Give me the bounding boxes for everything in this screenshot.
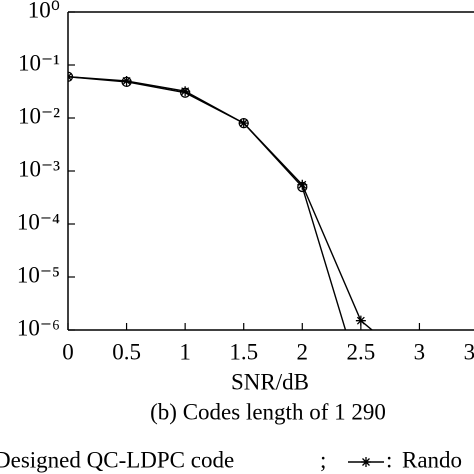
x-tick-label: 2	[297, 339, 309, 364]
legend-label: Rando	[402, 447, 462, 472]
x-tick-label: 1.5	[229, 339, 258, 364]
marker	[68, 71, 73, 82]
marker	[414, 364, 424, 374]
y-tick-label: 10⁻²	[18, 103, 60, 128]
y-tick-label: 10⁻⁵	[17, 262, 60, 287]
marker	[180, 86, 191, 97]
y-tick-label: 10⁻⁴	[17, 209, 60, 234]
y-tick-label: 10⁻³	[18, 156, 60, 181]
marker	[356, 376, 365, 385]
series-line	[68, 76, 347, 330]
marker	[361, 457, 371, 467]
x-tick-label: 0	[62, 339, 74, 364]
y-tick-label: 10⁰	[28, 0, 60, 22]
marker	[297, 179, 308, 190]
x-tick-label: 3	[414, 339, 426, 364]
y-tick-label: 10⁻⁶	[17, 315, 60, 340]
x-tick-label: 0.5	[112, 339, 141, 364]
y-tick-label: 10⁻¹	[18, 50, 60, 75]
marker	[121, 75, 132, 86]
legend-separator: ;	[320, 447, 326, 472]
legend-label: Designed QC-LDPC code	[0, 447, 234, 472]
legend-colon: :	[386, 447, 392, 472]
marker	[355, 315, 366, 326]
x-tick-label: 3.5	[464, 339, 474, 364]
plot-area	[68, 71, 424, 385]
x-axis-label: SNR/dB	[231, 369, 309, 394]
x-tick-label: 1	[179, 339, 191, 364]
x-tick-label: 2.5	[346, 339, 375, 364]
marker	[238, 118, 249, 129]
caption: (b) Codes length of 1 290	[150, 399, 386, 424]
